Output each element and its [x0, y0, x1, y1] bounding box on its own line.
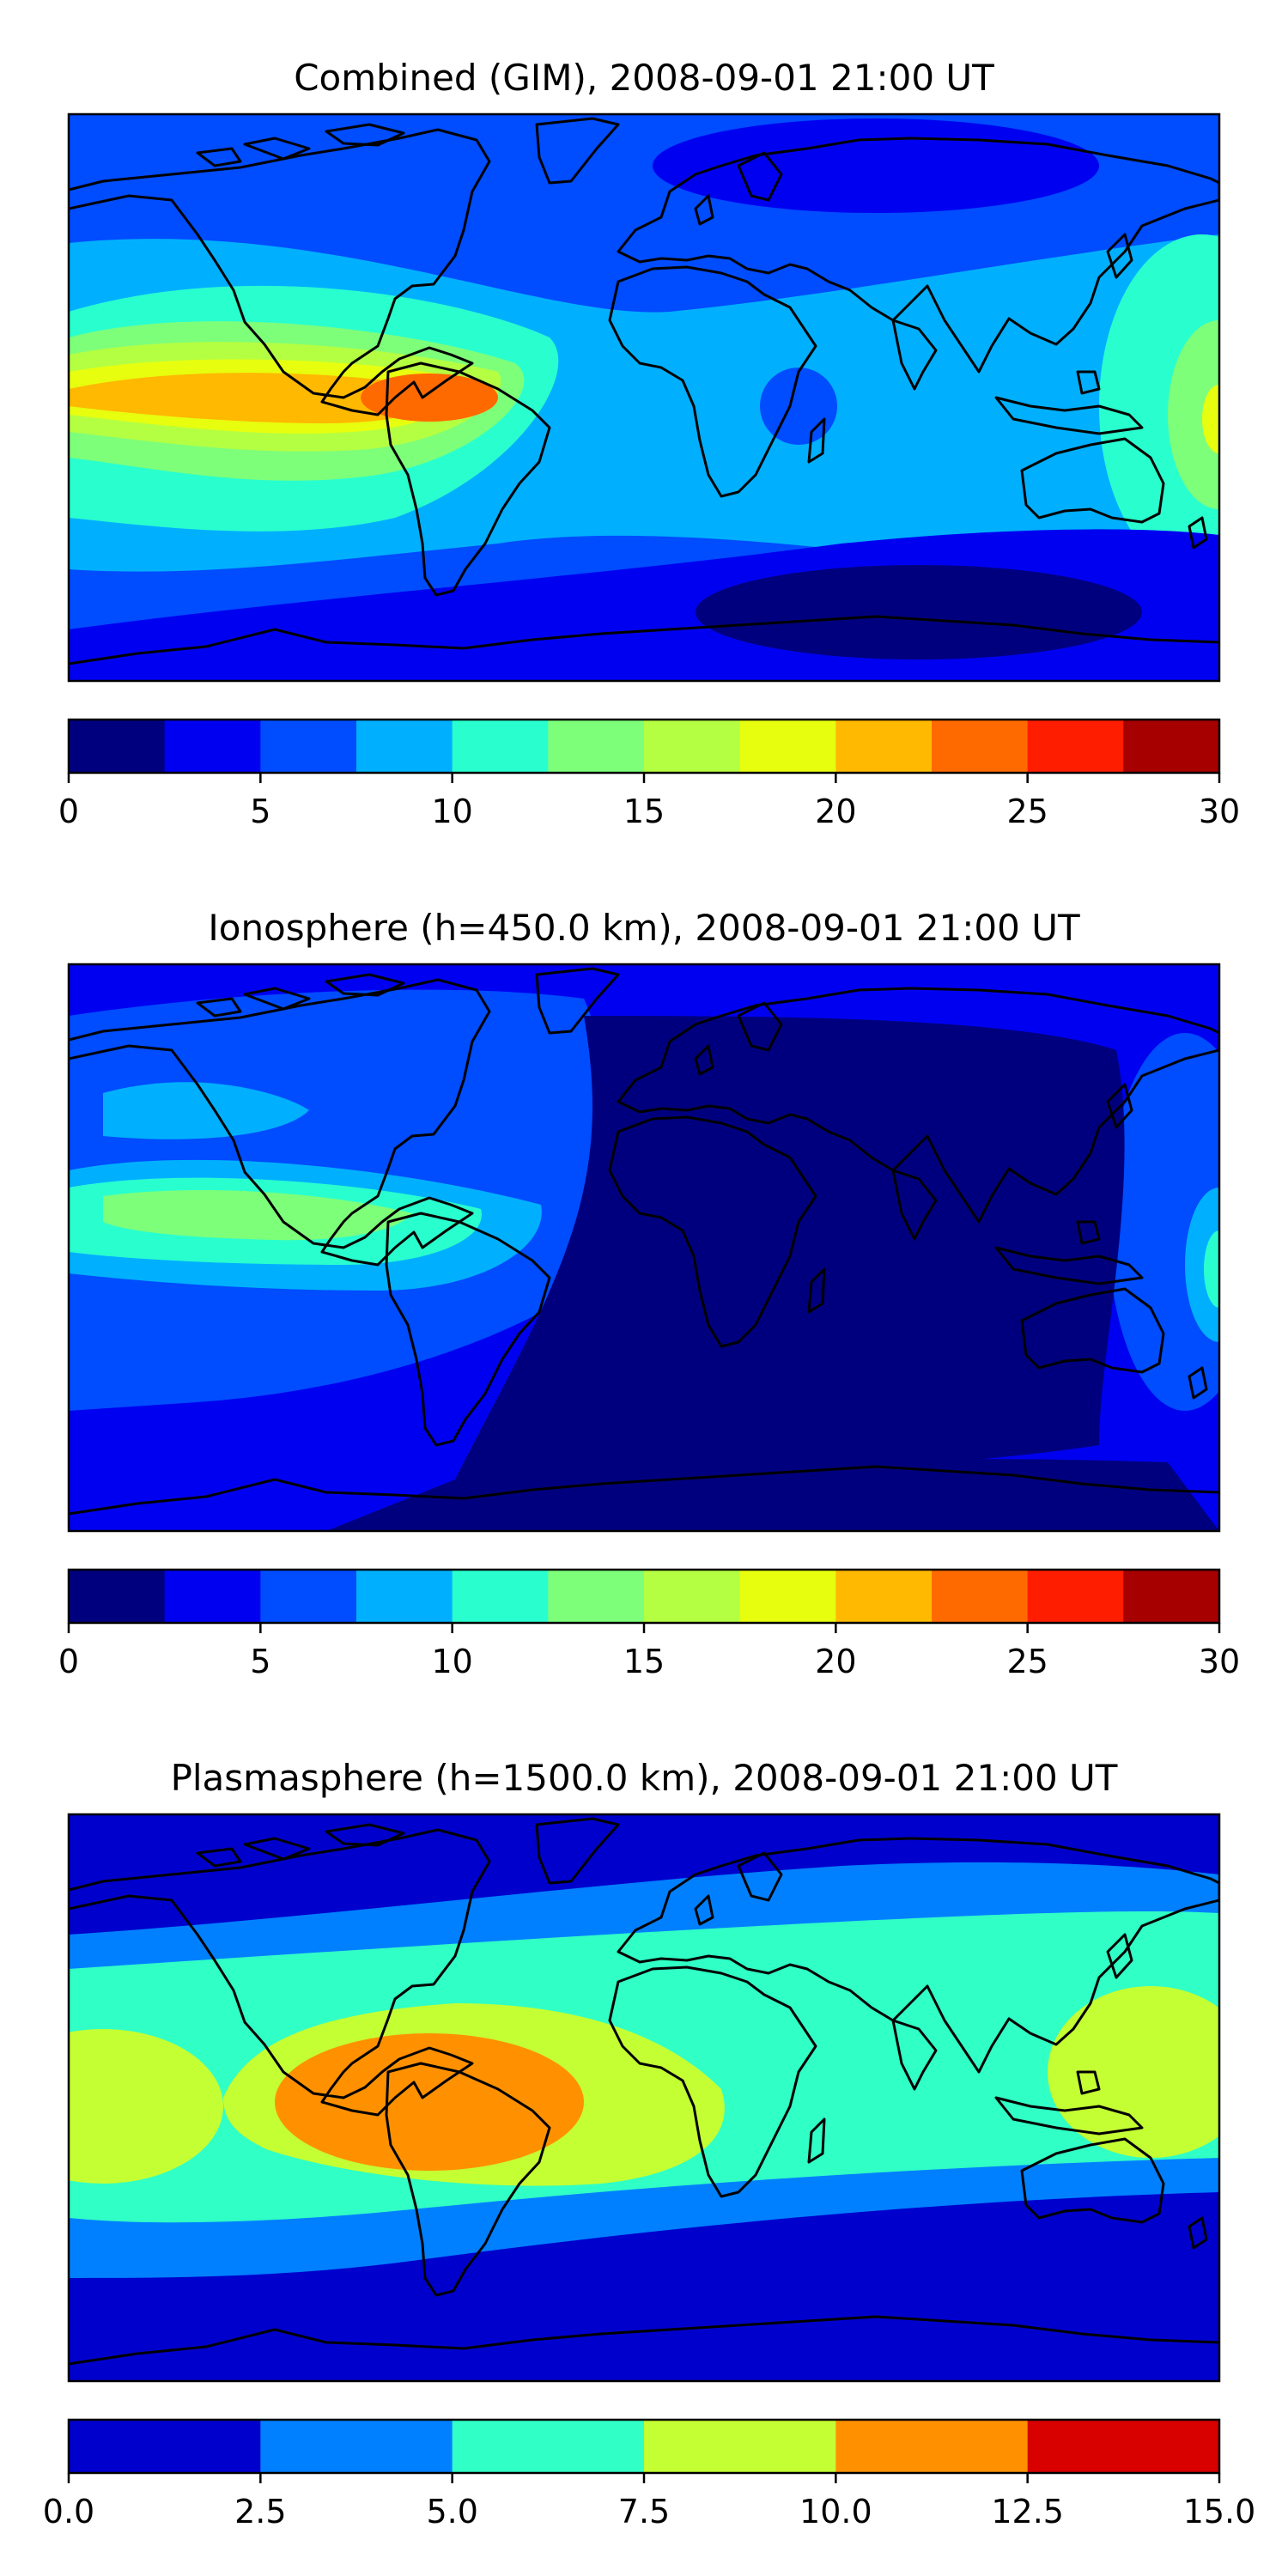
map-frame [67, 112, 1221, 683]
colorbar-swatch [1027, 1570, 1124, 1623]
map-frame [67, 1813, 1221, 2383]
contour-region [103, 1189, 412, 1241]
colorbar: 0.0 2.5 5.0 7.5 10.0 12.5 15.0 [43, 2418, 1256, 2530]
colorbar-tick-label: 5.0 [426, 2493, 477, 2530]
contour-region [103, 1082, 309, 1139]
tec-contour-field [69, 114, 1219, 681]
map-area [67, 963, 1221, 1533]
colorbar-swatch [356, 1570, 453, 1623]
contour-region [455, 1016, 1125, 1479]
contour-region [1048, 1986, 1219, 2158]
colorbar-tick-label: 10.0 [799, 2493, 872, 2530]
colorbar-tick-label: 2.5 [234, 2493, 286, 2530]
colorbar: 0 5 10 15 20 25 30 [58, 718, 1240, 830]
colorbar-swatch [932, 1570, 1029, 1623]
colorbar-tick-label: 15.0 [1183, 2493, 1256, 2530]
colorbar-swatch [69, 720, 166, 773]
colorbar-swatch [260, 2420, 453, 2473]
colorbar-swatch [548, 720, 645, 773]
colorbar: 0 5 10 15 20 25 30 [58, 1568, 1240, 1680]
contour-region [653, 118, 1099, 213]
colorbar-swatch [1123, 1570, 1220, 1623]
contour-region [696, 565, 1142, 659]
colorbar-swatch [69, 2420, 261, 2473]
colorbar-tick-label: 15 [623, 1643, 665, 1680]
map-panel-2: Ionosphere (h=450.0 km), 2008-09-01 21:0… [58, 907, 1240, 1680]
map-panel-3: Plasmasphere (h=1500.0 km), 2008-09-01 2… [43, 1757, 1256, 2530]
colorbar-swatch [739, 720, 836, 773]
colorbar-swatch [835, 2420, 1029, 2473]
colorbar-swatch [69, 1570, 166, 1623]
colorbar-swatch [164, 720, 261, 773]
contour-region [326, 1459, 1219, 1531]
colorbar-tick-label: 20 [815, 1643, 856, 1680]
colorbar-swatch [835, 720, 933, 773]
colorbar-swatch [739, 1570, 836, 1623]
colorbar-swatch [452, 1570, 549, 1623]
colorbar-tick-label: 7.5 [618, 2493, 670, 2530]
colorbar-tick-label: 25 [1006, 1643, 1048, 1680]
panel-title: Plasmasphere (h=1500.0 km), 2008-09-01 2… [171, 1757, 1118, 1799]
contour-region [1168, 320, 1219, 509]
map-area [67, 1813, 1221, 2383]
colorbar-tick-label: 30 [1199, 793, 1240, 830]
colorbar-swatch [164, 1570, 261, 1623]
colorbar-swatch [1123, 720, 1220, 773]
contour-region [1099, 234, 1219, 578]
tec-contour-field [69, 1814, 1219, 2381]
contour-region [760, 368, 837, 445]
contour-region [1108, 1033, 1219, 1411]
colorbar-tick-label: 20 [815, 793, 856, 830]
contour-region [361, 374, 498, 422]
colorbar-swatch [644, 2420, 836, 2473]
colorbar-swatch [452, 2420, 645, 2473]
map-panel-1: Combined (GIM), 2008-09-01 21:00 UT 0 5 10 1… [58, 57, 1240, 830]
map-area [67, 112, 1221, 683]
tec-contour-field [69, 964, 1219, 1531]
colorbar-swatch [1027, 720, 1124, 773]
contour-region [1202, 385, 1219, 453]
map-frame [67, 963, 1221, 1533]
colorbar-tick-label: 0 [58, 1643, 79, 1680]
panel-title: Ionosphere (h=450.0 km), 2008-09-01 21:0… [208, 907, 1080, 949]
colorbar-tick-label: 0.0 [43, 2493, 94, 2530]
colorbar-swatch [932, 720, 1029, 773]
colorbar-swatch [260, 1570, 357, 1623]
colorbar-tick-label: 5 [250, 1643, 270, 1680]
colorbar-swatch [644, 720, 741, 773]
colorbar-tick-label: 10 [431, 793, 472, 830]
contour-region [69, 2029, 223, 2184]
colorbar-tick-label: 25 [1006, 793, 1048, 830]
colorbar-tick-label: 5 [250, 793, 270, 830]
colorbar-tick-label: 0 [58, 793, 79, 830]
colorbar-swatch [835, 1570, 933, 1623]
colorbar-tick-label: 10 [431, 1643, 472, 1680]
contour-region [1185, 1188, 1219, 1342]
colorbar-tick-label: 15 [623, 793, 665, 830]
colorbar-swatch [548, 1570, 645, 1623]
colorbar-tick-label: 30 [1199, 1643, 1240, 1680]
colorbar-swatch [356, 720, 453, 773]
contour-region [275, 2033, 584, 2171]
colorbar-swatch [260, 720, 357, 773]
colorbar-tick-label: 12.5 [991, 2493, 1064, 2530]
colorbar-swatch [1027, 2420, 1220, 2473]
contour-region [1204, 1230, 1219, 1308]
panel-title: Combined (GIM), 2008-09-01 21:00 UT [294, 57, 994, 99]
colorbar-swatch [452, 720, 549, 773]
colorbar-swatch [644, 1570, 741, 1623]
